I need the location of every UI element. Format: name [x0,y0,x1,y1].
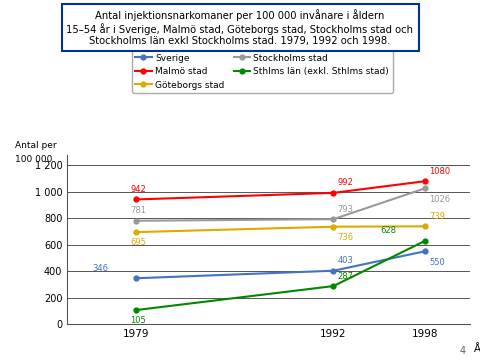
Text: 628: 628 [380,226,396,235]
Text: 736: 736 [337,233,354,242]
Text: 793: 793 [337,204,354,213]
Text: 100 000: 100 000 [15,155,52,164]
Text: Antal per: Antal per [15,141,57,150]
Text: 695: 695 [130,238,146,247]
Text: 781: 781 [130,206,146,215]
Text: År: År [474,344,480,354]
Text: Antal injektionsnarkomaner per 100 000 invånare i åldern
15–54 år i Sverige, Mal: Antal injektionsnarkomaner per 100 000 i… [67,9,413,46]
Text: 739: 739 [429,212,445,221]
Text: 550: 550 [429,257,444,266]
Legend: Sverige, Malmö stad, Göteborgs stad, Stockholms stad, Sthlms län (exkl. Sthlms s: Sverige, Malmö stad, Göteborgs stad, Sto… [132,50,393,93]
Text: 1080: 1080 [429,167,450,176]
Text: 1026: 1026 [429,195,450,204]
Text: 942: 942 [130,185,146,194]
Text: 403: 403 [337,256,353,265]
Text: 287: 287 [337,271,354,280]
Text: 992: 992 [337,178,353,187]
Text: 346: 346 [92,264,108,273]
Text: 4: 4 [459,346,466,356]
Text: 105: 105 [130,316,146,325]
